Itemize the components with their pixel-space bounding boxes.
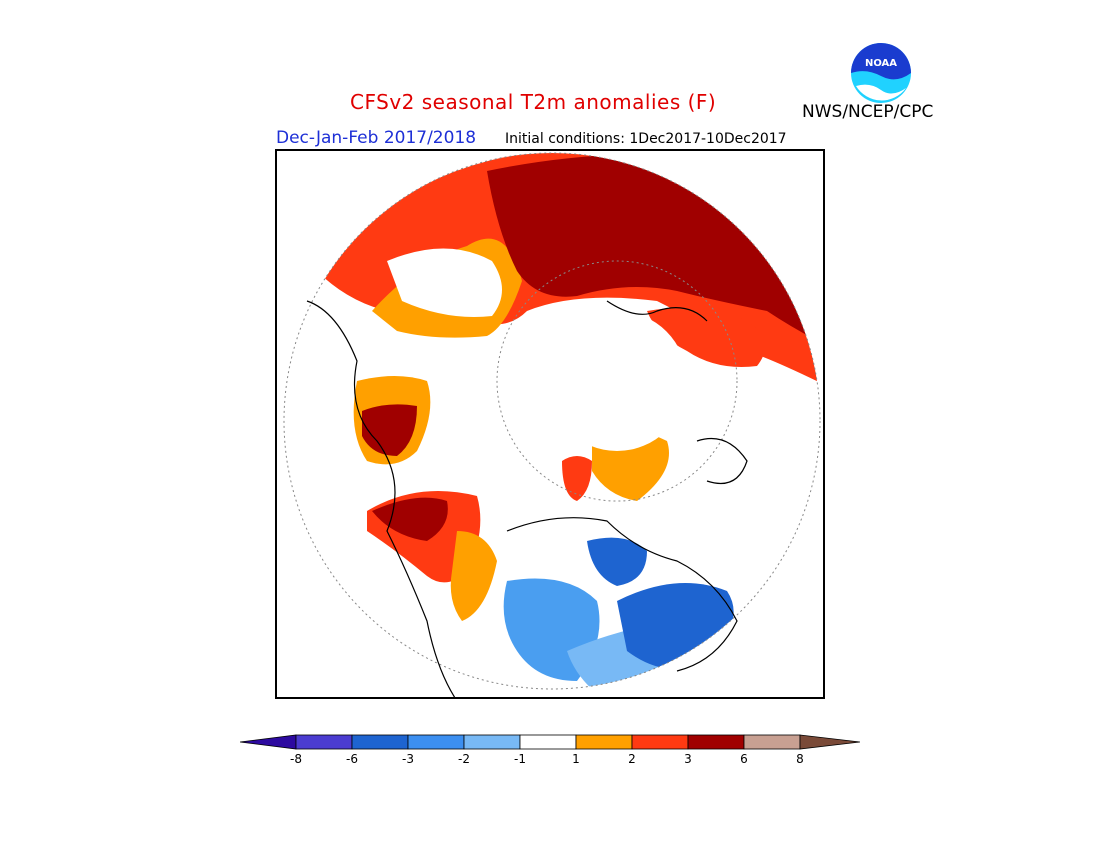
noaa-logo-text: NOAA	[865, 58, 897, 69]
colorbar-tick-label: 3	[684, 752, 692, 766]
colorbar-swatch	[799, 734, 860, 750]
colorbar-tick-label: 6	[740, 752, 748, 766]
region-kamchatka-core	[562, 456, 592, 501]
colorbar-swatch	[519, 734, 577, 750]
colorbar-tick-label: -1	[514, 752, 526, 766]
colorbar-tick-label: -8	[290, 752, 302, 766]
map-panel	[275, 149, 825, 699]
colorbar-swatch	[295, 734, 353, 750]
colorbar-tick-label: -6	[346, 752, 358, 766]
region-western-us-belt	[450, 531, 497, 621]
noaa-logo: NOAA	[851, 43, 911, 103]
colorbar-swatch	[575, 734, 633, 750]
colorbar-tick-label: 8	[796, 752, 804, 766]
region-southeast-asia	[362, 404, 417, 456]
colorbar-tick-label: -3	[402, 752, 414, 766]
colorbar: -8 -6 -3 -2 -1 1 2 3 6 8	[240, 734, 860, 766]
colorbar-swatch	[463, 734, 521, 750]
colorbar-swatch	[687, 734, 745, 750]
region-white-sea	[387, 248, 502, 317]
region-greenland-east	[617, 583, 734, 669]
chart-title: CFSv2 seasonal T2m anomalies (F)	[350, 90, 717, 114]
colorbar-swatch	[351, 734, 409, 750]
agency-label: NWS/NCEP/CPC	[802, 102, 934, 122]
region-western-us	[372, 497, 448, 541]
colorbar-swatch	[240, 734, 297, 750]
initial-conditions-label: Initial conditions: 1Dec2017-10Dec2017	[505, 131, 787, 147]
colorbar-swatch	[631, 734, 689, 750]
colorbar-swatch	[743, 734, 801, 750]
region-hudson-bay	[587, 537, 647, 586]
season-label: Dec-Jan-Feb 2017/2018	[276, 128, 477, 148]
colorbar-tick-label: 2	[628, 752, 636, 766]
polar-map	[283, 152, 821, 697]
colorbar-swatch	[407, 734, 465, 750]
colorbar-tick-label: -2	[458, 752, 470, 766]
region-siberia-coast	[647, 307, 765, 367]
colorbar-tick-label: 1	[572, 752, 580, 766]
